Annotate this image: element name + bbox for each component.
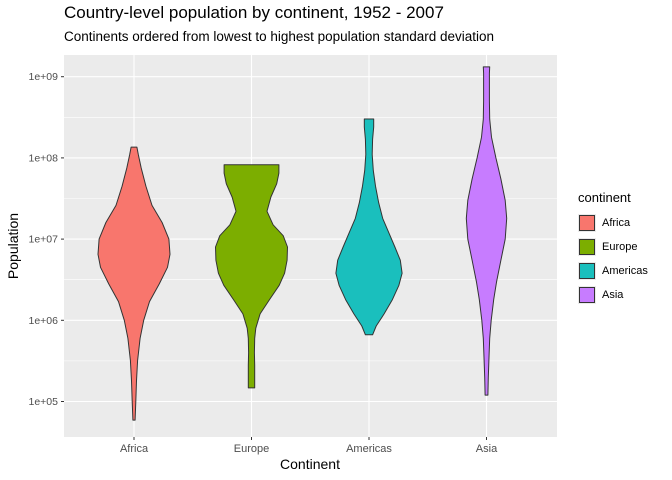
x-tick-label: Europe <box>234 443 269 455</box>
legend-swatch <box>579 239 595 255</box>
y-tick-label: 1e+06 <box>29 315 59 327</box>
violins <box>97 66 508 421</box>
legend-label: Europe <box>602 241 638 253</box>
x-tick-label: Africa <box>120 443 149 455</box>
legend-key <box>578 286 596 304</box>
legend: continent Africa Europe Americas Asia <box>578 190 648 307</box>
x-axis-ticks: Africa Europe Americas Asia <box>120 437 498 455</box>
violin-europe <box>215 164 288 389</box>
y-tick-label: 1e+07 <box>29 234 59 246</box>
chart-subtitle: Continents ordered from lowest to highes… <box>64 29 495 44</box>
y-tick-label: 1e+08 <box>29 152 59 164</box>
violin-americas <box>335 118 403 336</box>
y-axis-label: Population <box>5 213 21 279</box>
legend-title: continent <box>578 190 631 205</box>
x-tick-label: Asia <box>476 443 498 455</box>
y-axis-ticks: 1e+05 1e+06 1e+07 1e+08 1e+09 <box>29 71 64 408</box>
legend-items: Africa Europe Americas Asia <box>578 211 648 307</box>
y-tick-label: 1e+05 <box>29 396 59 408</box>
legend-key <box>578 262 596 280</box>
legend-swatch <box>579 263 595 279</box>
chart-title: Country-level population by continent, 1… <box>64 3 444 22</box>
x-tick-label: Americas <box>346 443 392 455</box>
violin-asia <box>465 66 508 396</box>
legend-swatch <box>579 287 595 303</box>
y-tick-label: 1e+09 <box>29 71 59 83</box>
legend-swatch <box>579 215 595 231</box>
legend-item-asia: Asia <box>578 283 648 307</box>
legend-key <box>578 238 596 256</box>
legend-key <box>578 214 596 232</box>
legend-label: Americas <box>602 265 648 277</box>
x-axis-label: Continent <box>280 456 340 472</box>
legend-label: Asia <box>602 289 624 301</box>
legend-item-europe: Europe <box>578 235 648 259</box>
legend-label: Africa <box>602 217 631 229</box>
legend-item-africa: Africa <box>578 211 648 235</box>
legend-item-americas: Americas <box>578 259 648 283</box>
violin-africa <box>97 146 171 421</box>
